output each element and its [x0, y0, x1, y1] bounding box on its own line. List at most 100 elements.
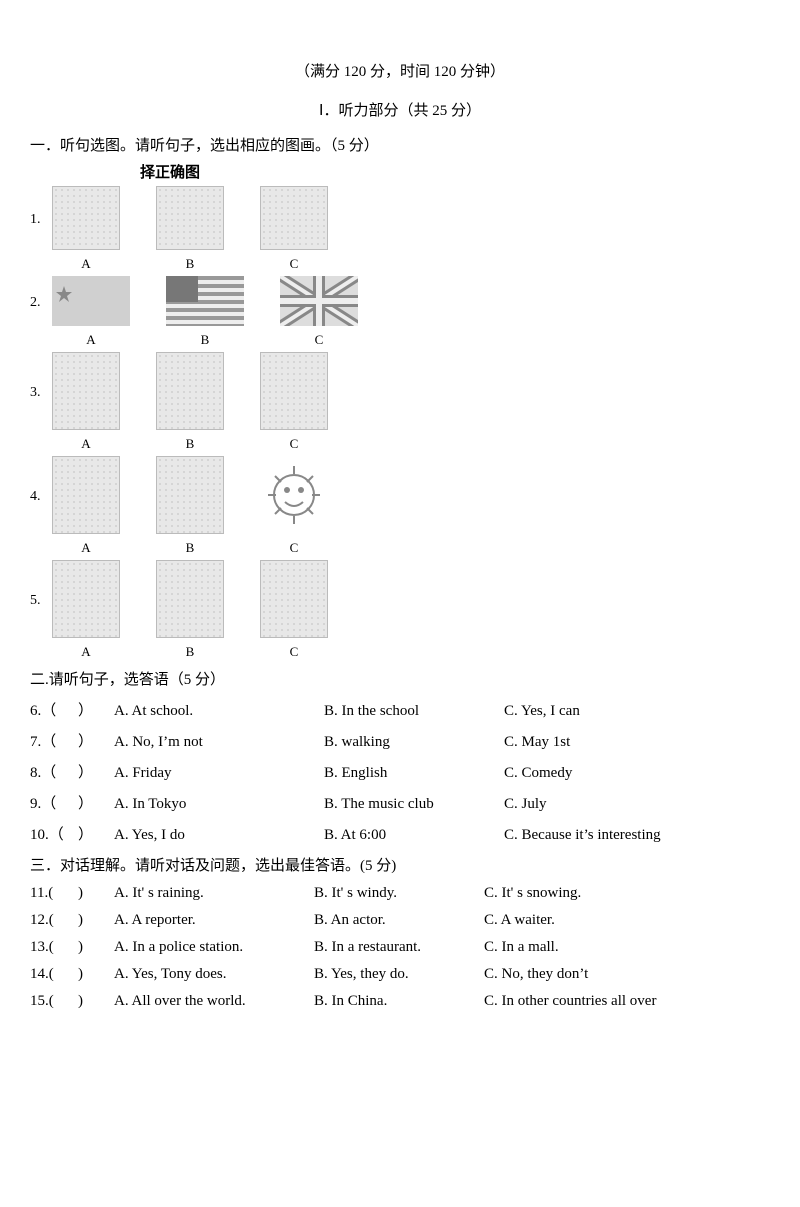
option-a: A. All over the world.	[114, 993, 314, 1010]
swimming-image	[260, 352, 328, 430]
section1-center: 择正确图	[140, 161, 770, 182]
china-flag-icon	[52, 276, 130, 326]
choice-label: A	[81, 256, 90, 272]
teacher-image	[260, 560, 328, 638]
choice-label: C	[290, 644, 299, 660]
option-a: A. A reporter.	[114, 912, 314, 929]
choice-cell: B	[156, 186, 224, 272]
q-num: 10.（	[30, 823, 78, 844]
choice-label: A	[81, 436, 90, 452]
koala-image	[260, 186, 328, 250]
choice-cell: B	[156, 352, 224, 452]
option-a: A. Friday	[114, 765, 324, 782]
q-num: 15.(	[30, 993, 78, 1010]
row-num: 5.	[30, 593, 52, 627]
choice-label: B	[186, 644, 195, 660]
image-row-4: 4. A B	[30, 456, 770, 556]
page: （满分 120 分，时间 120 分钟） Ⅰ．听力部分（共 25 分） 一．听句…	[0, 0, 800, 1060]
q-num: 9.（	[30, 792, 78, 813]
option-b: B. walking	[324, 734, 504, 751]
image-row-3: 3. A B C	[30, 352, 770, 452]
q-paren[interactable]: ）	[78, 730, 114, 751]
option-b: B. In the school	[324, 703, 504, 720]
choice-label: C	[290, 256, 299, 272]
news-anchor-image	[52, 560, 120, 638]
choice-cell: A	[52, 560, 120, 660]
q-paren[interactable]: )	[78, 885, 114, 902]
usa-flag-icon	[166, 276, 244, 326]
q-paren[interactable]: )	[78, 993, 114, 1010]
option-c: C. May 1st	[504, 734, 770, 751]
option-b: B. English	[324, 765, 504, 782]
option-c: C. No, they don’t	[484, 966, 770, 983]
image-row-5: 5. A B C	[30, 560, 770, 660]
question-row: 7.（ ） A. No, I’m not B. walking C. May 1…	[30, 730, 770, 751]
choice-cell: B	[166, 276, 244, 348]
question-row: 14.( ) A. Yes, Tony does. B. Yes, they d…	[30, 966, 770, 983]
q-paren[interactable]: )	[78, 966, 114, 983]
choice-label: B	[186, 540, 195, 556]
option-c: C. July	[504, 796, 770, 813]
question-row: 12.( ) A. A reporter. B. An actor. C. A …	[30, 912, 770, 929]
score-time: （满分 120 分，时间 120 分钟）	[30, 60, 770, 81]
elephant-image	[156, 186, 224, 250]
part-title: Ⅰ．听力部分（共 25 分）	[30, 99, 770, 120]
soccer-image	[156, 352, 224, 430]
question-row: 13.( ) A. In a police station. B. In a r…	[30, 939, 770, 956]
choice-label: B	[201, 332, 210, 348]
question-row: 6.（ ） A. At school. B. In the school C. …	[30, 699, 770, 720]
question-row: 10.（ ） A. Yes, I do B. At 6:00 C. Becaus…	[30, 823, 770, 844]
option-b: B. An actor.	[314, 912, 484, 929]
row-num: 2.	[30, 295, 52, 329]
choice-cell: A	[52, 186, 120, 272]
q-num: 8.（	[30, 761, 78, 782]
choice-cell: C	[260, 560, 328, 660]
choice-label: C	[290, 540, 299, 556]
choice-label: A	[81, 540, 90, 556]
option-a: A. No, I’m not	[114, 734, 324, 751]
image-row-1: 1. A B C	[30, 186, 770, 272]
option-a: A. It' s raining.	[114, 885, 314, 902]
option-c: C. In other countries all over	[484, 993, 770, 1010]
option-a: A. In a police station.	[114, 939, 314, 956]
section2-title: 二.请听句子，选答语（5 分）	[30, 668, 770, 689]
q-num: 6.（	[30, 699, 78, 720]
q-paren[interactable]: ）	[78, 699, 114, 720]
choice-label: A	[86, 332, 95, 348]
basketball-image	[52, 352, 120, 430]
choice-cell: C	[260, 186, 328, 272]
option-b: B. At 6:00	[324, 827, 504, 844]
choice-cell: A	[52, 352, 120, 452]
section3-title: 三．对话理解。请听对话及问题，选出最佳答语。(5 分)	[30, 854, 770, 875]
choice-cell: A	[52, 276, 130, 348]
option-b: B. In China.	[314, 993, 484, 1010]
panda-image	[52, 186, 120, 250]
q-paren[interactable]: ）	[78, 761, 114, 782]
row-num: 1.	[30, 212, 52, 246]
option-c: C. Because it’s interesting	[504, 827, 770, 844]
option-a: A. At school.	[114, 703, 324, 720]
row-num: 3.	[30, 385, 52, 419]
choice-label: B	[186, 436, 195, 452]
option-a: A. Yes, I do	[114, 827, 324, 844]
q-paren[interactable]: ）	[78, 792, 114, 813]
option-c: C. In a mall.	[484, 939, 770, 956]
image-row-2: 2. A B	[30, 276, 770, 348]
option-c: C. Yes, I can	[504, 703, 770, 720]
q-paren[interactable]: )	[78, 939, 114, 956]
q-paren[interactable]: ）	[78, 823, 114, 844]
option-b: B. The music club	[324, 796, 504, 813]
choice-cell: C	[280, 276, 358, 348]
option-c: C. It' s snowing.	[484, 885, 770, 902]
doctor-image	[156, 560, 224, 638]
row-num: 4.	[30, 489, 52, 523]
option-c: C. Comedy	[504, 765, 770, 782]
q-paren[interactable]: )	[78, 912, 114, 929]
q-num: 12.(	[30, 912, 78, 929]
q-num: 7.（	[30, 730, 78, 751]
choice-cell: B	[156, 456, 224, 556]
choice-cell: C	[260, 352, 328, 452]
choice-cell: C	[260, 456, 328, 556]
option-b: B. In a restaurant.	[314, 939, 484, 956]
question-row: 15.( ) A. All over the world. B. In Chin…	[30, 993, 770, 1010]
